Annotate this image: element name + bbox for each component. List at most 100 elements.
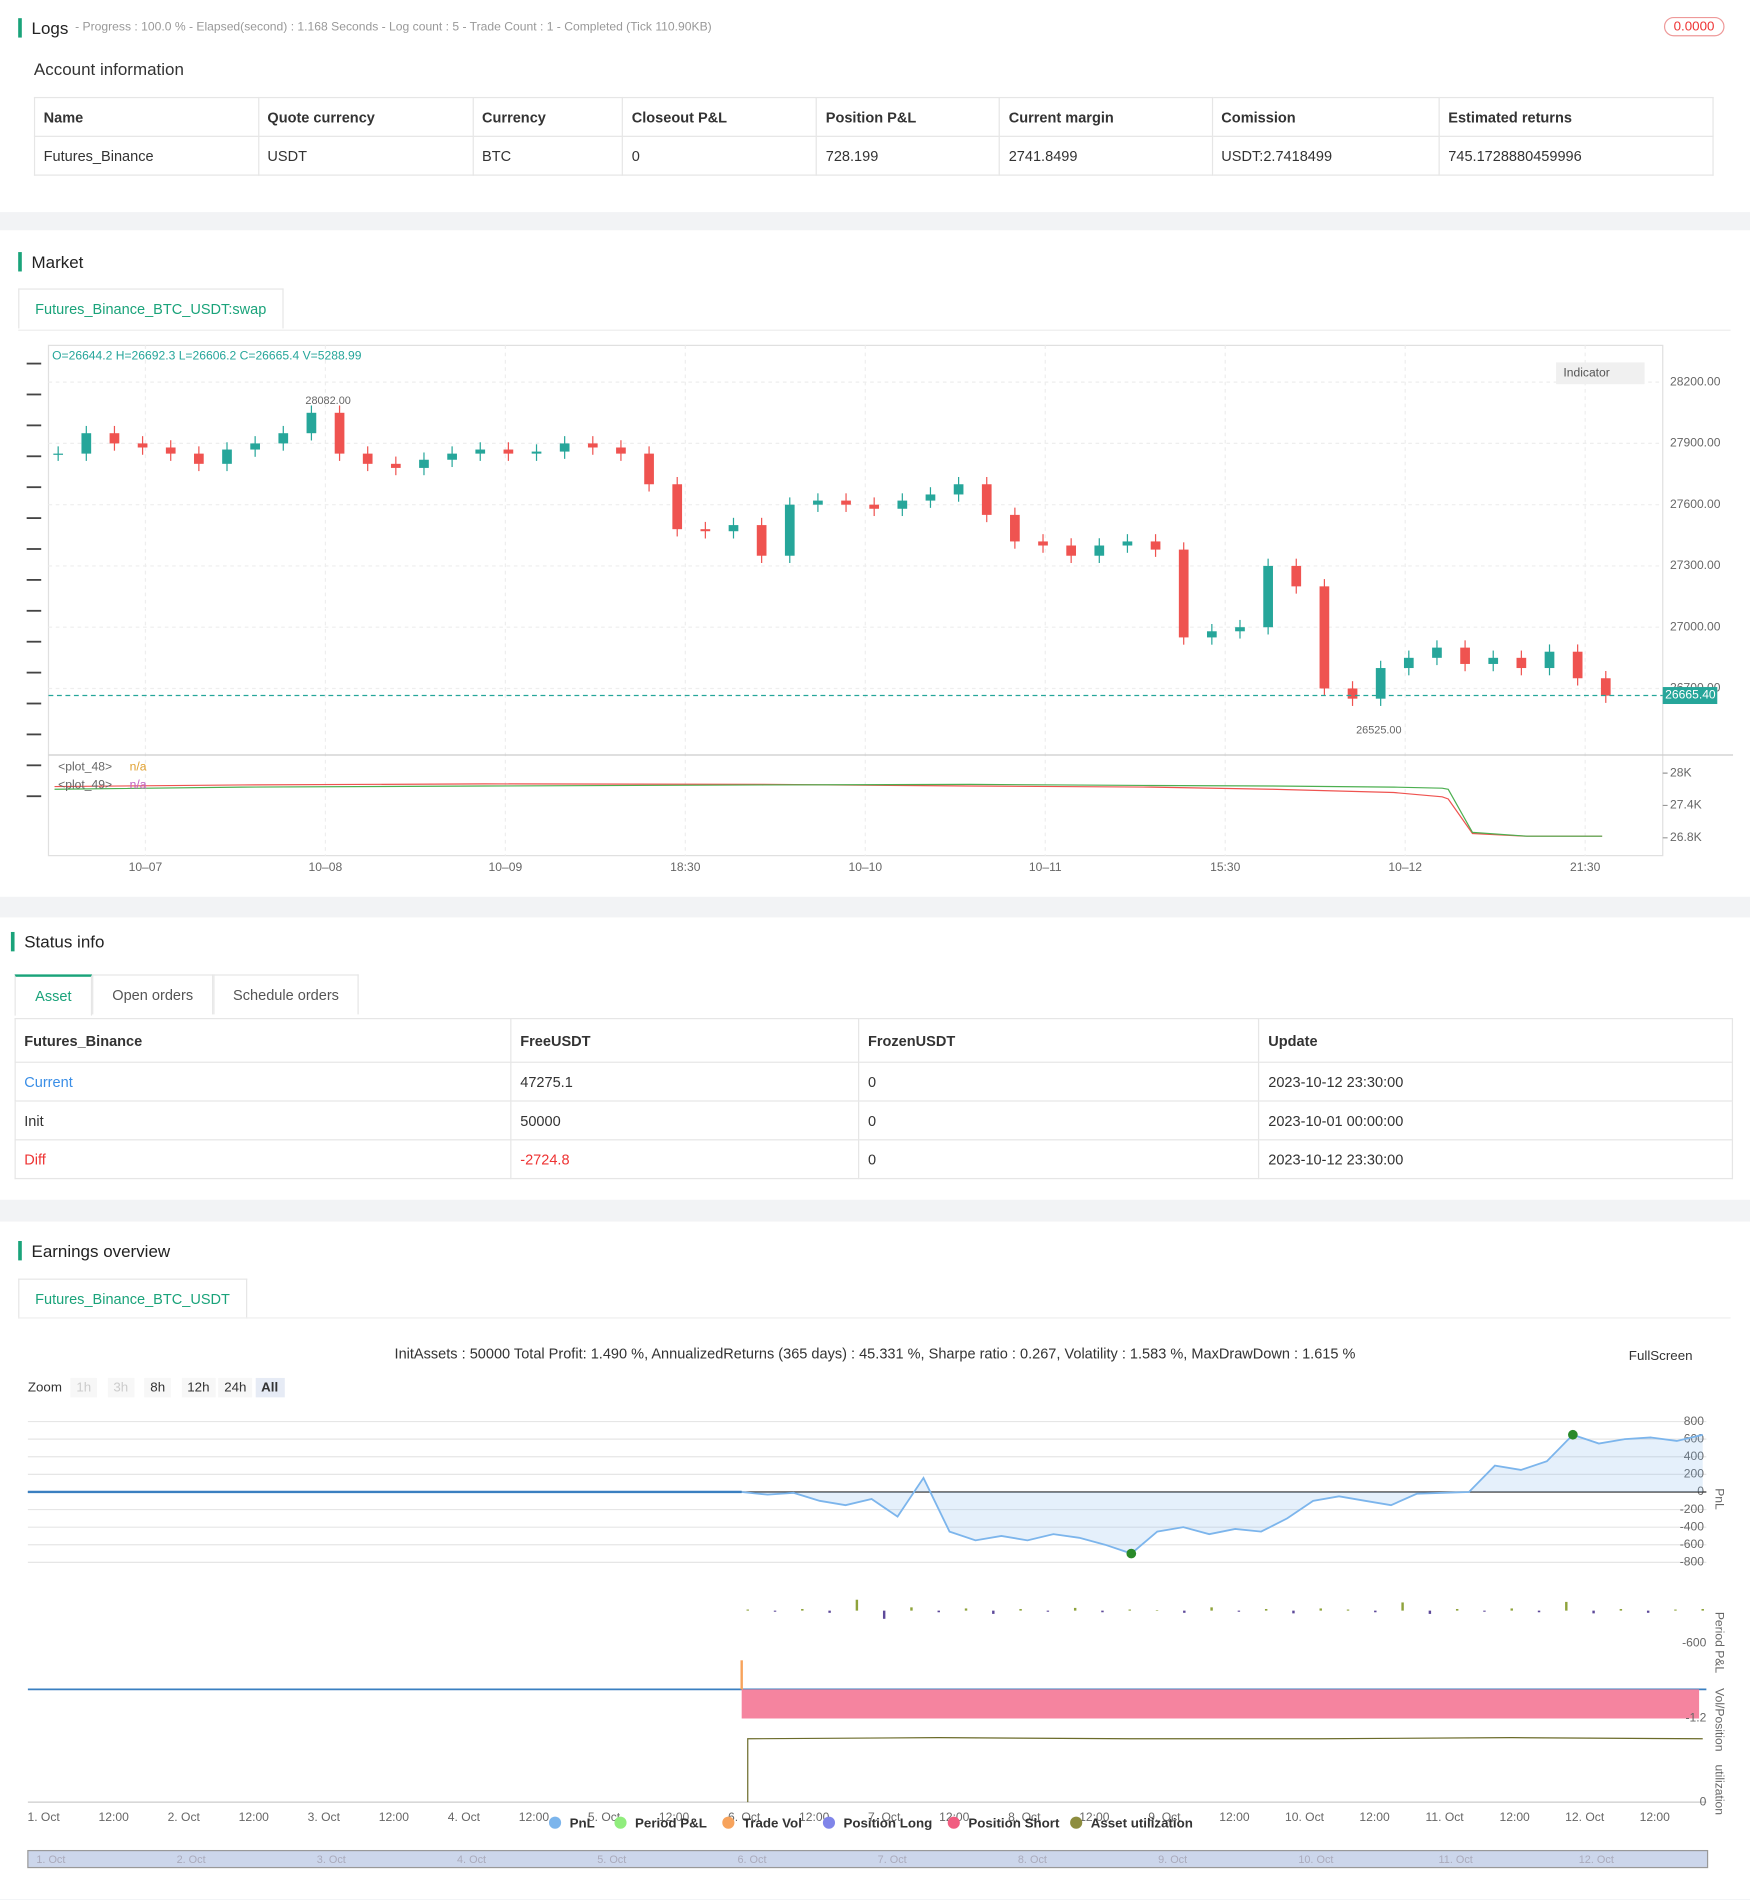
high-label: 28082.00 (305, 395, 350, 407)
zoom-button[interactable]: All (255, 1377, 285, 1398)
zoom-button[interactable]: 24h (218, 1377, 253, 1398)
legend-dot[interactable] (822, 1816, 836, 1829)
legend-name: <plot_49> (58, 778, 112, 792)
period-bar (1210, 1607, 1213, 1611)
candle (1038, 541, 1048, 546)
period-bar (1483, 1610, 1486, 1612)
candle (165, 447, 176, 454)
header-cell: Position P&L (816, 96, 1001, 137)
x-tick-label: 21:30 (1570, 860, 1601, 874)
indicator-line (54, 783, 1603, 837)
cell: 0 (858, 1139, 1260, 1180)
trade-vol (740, 1660, 743, 1690)
cell: Futures_Binance (33, 135, 259, 176)
period-bar (1646, 1610, 1650, 1613)
market-title: Market (18, 252, 83, 272)
period-bar (1264, 1608, 1268, 1611)
zoom-button[interactable]: 12h (181, 1377, 216, 1398)
legend-dot[interactable] (947, 1816, 960, 1829)
legend-label[interactable]: Position Long (843, 1815, 932, 1830)
candle (587, 443, 598, 448)
period-bar (746, 1609, 749, 1611)
candle (1150, 541, 1161, 550)
period-bar (1701, 1608, 1704, 1611)
y-tick-label: -1.2 (1685, 1711, 1706, 1725)
candle (194, 453, 204, 464)
ohlc: O=26644.2 H=26692.3 L=26606.2 C=26665.4 … (52, 349, 362, 363)
legend-dot[interactable] (548, 1816, 562, 1829)
period-bar (1319, 1608, 1322, 1611)
candle (1516, 657, 1527, 669)
x-tick-label: 12:00 (1640, 1810, 1671, 1824)
navigator-label: 7. Oct (878, 1854, 907, 1866)
candle (953, 484, 964, 495)
candle (1488, 657, 1499, 664)
row: Diff -2724.8 0 2023-10-12 23:30:00 (14, 1139, 1734, 1180)
y-tick-label: 400 (1684, 1449, 1704, 1463)
candle (334, 412, 345, 454)
candle (700, 529, 711, 532)
y-tick-label: 200 (1684, 1467, 1704, 1481)
zoom-button[interactable]: 8h (144, 1377, 172, 1398)
earnings-tab[interactable]: Futures_Binance_BTC_USDT (18, 1278, 247, 1319)
cell: BTC (472, 135, 624, 176)
legend-dot[interactable] (1070, 1816, 1083, 1829)
x-tick-label: 12:00 (239, 1810, 270, 1824)
cell: 728.199 (816, 135, 1001, 176)
y-tick-label: -200 (1680, 1502, 1705, 1516)
fullscreen[interactable]: FullScreen (1628, 1348, 1693, 1364)
candle (109, 433, 120, 444)
candle (869, 504, 880, 509)
period-bar (882, 1610, 886, 1619)
x-tick-label: 18:30 (670, 860, 701, 874)
x-tick-label: 12:00 (1499, 1810, 1530, 1824)
candle (1572, 651, 1583, 679)
x-tick-label: 6. Oct (728, 1810, 761, 1824)
pnl-line (741, 1433, 1703, 1555)
zoom-button[interactable]: 3h (107, 1377, 135, 1398)
account-title: Account information (33, 59, 184, 79)
legend-label[interactable]: Position Short (968, 1815, 1060, 1830)
candle (925, 494, 936, 501)
x-tick-label: 12:00 (1219, 1810, 1250, 1824)
candle (1094, 545, 1105, 556)
legend-label[interactable]: Trade Vol (743, 1815, 802, 1830)
period-bar (1101, 1610, 1104, 1613)
divider (18, 1317, 1731, 1319)
candle (1010, 514, 1020, 542)
legend-dot[interactable] (722, 1816, 735, 1829)
candle (531, 451, 542, 454)
legend-name: <plot_48> (58, 759, 112, 773)
y-tick-label: -800 (1680, 1555, 1705, 1569)
header-row: Futures_Binance FreeUSDT FrozenUSDT Update (14, 1018, 1734, 1063)
x-tick-label: 12:00 (1359, 1810, 1390, 1824)
status-title: Status info (10, 931, 105, 952)
legend-label[interactable]: PnL (570, 1815, 595, 1830)
header-cell: Update (1258, 1018, 1734, 1063)
candle (390, 463, 401, 468)
status-tab[interactable]: Schedule orders (213, 974, 359, 1015)
legend-label[interactable]: Period P&L (635, 1815, 707, 1830)
legend-label[interactable]: Asset utilization (1091, 1815, 1193, 1830)
candle (1122, 541, 1133, 546)
status-tab[interactable]: Open orders (92, 974, 214, 1015)
candle (1263, 565, 1273, 628)
indicator-button[interactable] (1556, 362, 1645, 385)
period-bar (1537, 1610, 1541, 1613)
market-tab[interactable]: Futures_Binance_BTC_USDT:swap (18, 288, 284, 329)
x-tick-label: 10–08 (309, 860, 343, 874)
candle (419, 459, 429, 468)
stats: InitAssets : 50000 Total Profit: 1.490 %… (394, 1345, 1356, 1363)
period-bar (1155, 1610, 1159, 1611)
status-tab[interactable]: Asset (14, 974, 93, 1016)
zoom-button[interactable]: 1h (70, 1377, 98, 1398)
candle (1291, 565, 1302, 587)
legend-dot[interactable] (614, 1816, 627, 1829)
period-bar (1237, 1610, 1241, 1612)
candle (897, 500, 908, 509)
x-tick-label: 5. Oct (588, 1810, 621, 1824)
candle (1206, 631, 1217, 638)
x-tick-label: 10–07 (129, 860, 163, 874)
candle (447, 453, 457, 460)
